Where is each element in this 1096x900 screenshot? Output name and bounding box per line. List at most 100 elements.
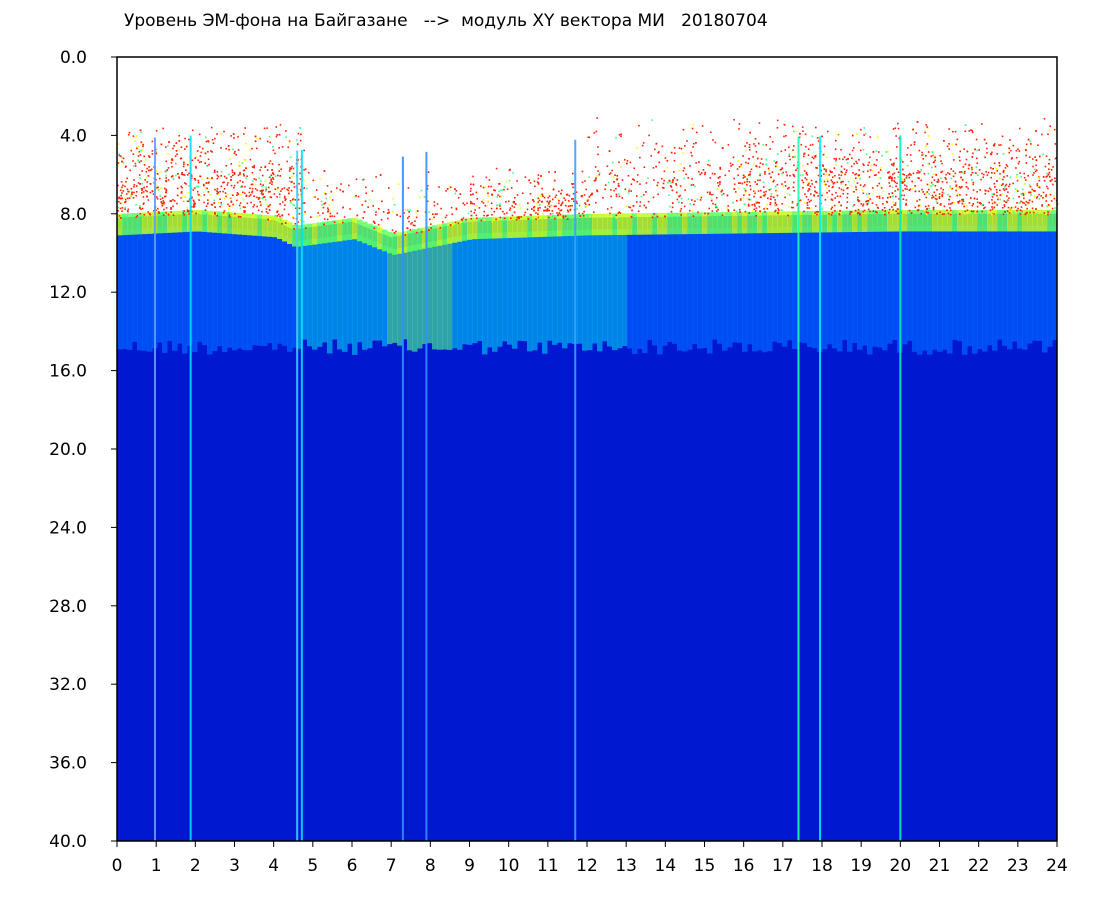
signal-speck bbox=[579, 204, 582, 207]
signal-speck bbox=[980, 178, 982, 181]
signal-speck bbox=[251, 171, 254, 174]
signal-speck bbox=[952, 159, 955, 161]
signal-speck bbox=[117, 184, 119, 187]
signal-speck bbox=[268, 135, 271, 138]
signal-speck bbox=[823, 145, 826, 148]
signal-speck bbox=[965, 194, 968, 196]
signal-speck bbox=[200, 151, 203, 154]
signal-speck bbox=[267, 186, 270, 189]
floor-rim bbox=[677, 212, 683, 235]
floor-rim bbox=[142, 212, 148, 235]
floor-rim bbox=[822, 210, 828, 233]
signal-speck bbox=[828, 190, 831, 192]
signal-speck bbox=[939, 203, 942, 206]
signal-speck bbox=[261, 174, 264, 177]
signal-speck bbox=[537, 211, 539, 214]
signal-speck bbox=[934, 159, 936, 162]
signal-speck bbox=[304, 168, 307, 170]
floor-rim bbox=[537, 215, 543, 238]
signal-speck bbox=[287, 189, 290, 192]
signal-speck bbox=[283, 187, 286, 189]
signal-speck bbox=[870, 198, 873, 201]
signal-speck bbox=[239, 173, 241, 175]
signal-speck bbox=[946, 181, 948, 184]
signal-speck bbox=[615, 195, 618, 198]
signal-speck bbox=[478, 207, 481, 209]
signal-speck bbox=[292, 217, 295, 219]
signal-speck bbox=[330, 190, 333, 193]
band-column bbox=[577, 229, 583, 344]
signal-speck bbox=[620, 166, 622, 168]
signal-speck bbox=[126, 188, 129, 191]
signal-speck bbox=[129, 169, 131, 172]
signal-speck bbox=[188, 185, 191, 187]
band-column bbox=[992, 225, 998, 351]
signal-speck bbox=[685, 173, 687, 176]
signal-speck bbox=[855, 186, 857, 188]
signal-speck bbox=[615, 193, 618, 196]
signal-speck bbox=[647, 177, 649, 180]
signal-speck bbox=[260, 166, 263, 169]
signal-speck bbox=[415, 231, 418, 234]
signal-speck bbox=[329, 212, 332, 215]
signal-speck bbox=[792, 206, 795, 209]
signal-speck bbox=[557, 198, 559, 200]
signal-speck bbox=[747, 162, 750, 165]
signal-speck bbox=[776, 119, 779, 122]
signal-speck bbox=[199, 155, 202, 157]
floor-rim bbox=[617, 213, 623, 235]
signal-speck bbox=[472, 193, 474, 196]
signal-speck bbox=[825, 156, 828, 158]
signal-speck bbox=[1003, 200, 1006, 202]
floor-rim bbox=[757, 211, 763, 234]
signal-speck bbox=[303, 220, 305, 223]
signal-speck bbox=[920, 169, 923, 171]
signal-speck bbox=[1025, 200, 1028, 203]
signal-speck bbox=[847, 158, 849, 160]
signal-speck bbox=[628, 188, 631, 190]
signal-speck bbox=[421, 231, 423, 233]
signal-speck bbox=[671, 189, 674, 192]
signal-speck bbox=[295, 207, 297, 210]
signal-speck bbox=[329, 210, 331, 213]
signal-speck bbox=[891, 192, 894, 194]
signal-speck bbox=[298, 182, 300, 185]
signal-speck bbox=[288, 180, 291, 183]
signal-speck bbox=[142, 215, 145, 218]
signal-speck bbox=[905, 185, 908, 188]
signal-speck bbox=[216, 174, 219, 177]
signal-speck bbox=[947, 172, 949, 174]
band-column bbox=[797, 226, 803, 343]
signal-speck bbox=[765, 206, 767, 209]
signal-speck bbox=[261, 210, 263, 213]
signal-speck bbox=[420, 189, 423, 192]
signal-speck bbox=[1054, 157, 1057, 160]
signal-speck bbox=[809, 144, 812, 146]
signal-speck bbox=[512, 172, 514, 174]
signal-speck bbox=[1000, 184, 1003, 187]
signal-speck bbox=[835, 159, 837, 161]
floor-rim bbox=[1052, 209, 1058, 232]
signal-speck bbox=[951, 130, 954, 133]
signal-speck bbox=[801, 179, 804, 182]
signal-speck bbox=[228, 216, 231, 218]
floor-rim bbox=[937, 209, 943, 232]
band-column bbox=[522, 231, 528, 342]
signal-speck bbox=[406, 217, 409, 219]
signal-speck bbox=[961, 198, 963, 201]
signal-speck bbox=[862, 170, 865, 173]
signal-speck bbox=[729, 162, 732, 165]
signal-speck bbox=[1043, 180, 1046, 182]
signal-speck bbox=[578, 212, 580, 215]
signal-speck bbox=[941, 162, 943, 165]
signal-speck bbox=[567, 210, 570, 213]
signal-speck bbox=[807, 198, 810, 201]
signal-speck bbox=[229, 212, 232, 214]
signal-speck bbox=[1015, 176, 1017, 179]
signal-speck bbox=[375, 211, 377, 213]
signal-speck bbox=[1001, 206, 1004, 209]
signal-speck bbox=[639, 183, 641, 185]
band-column bbox=[752, 227, 758, 352]
signal-speck bbox=[934, 194, 937, 197]
signal-speck bbox=[449, 186, 452, 189]
